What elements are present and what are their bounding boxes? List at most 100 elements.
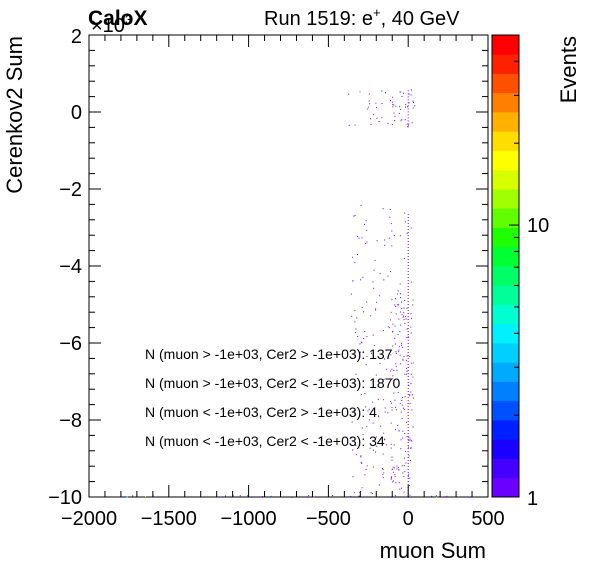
heat-cell (390, 370, 392, 372)
heat-cell (408, 496, 410, 498)
heat-cell (410, 362, 412, 364)
y-tick-label: −2 (59, 179, 82, 201)
heat-cell (397, 425, 399, 426)
heat-cell (381, 467, 383, 469)
heat-cell (391, 476, 392, 478)
heat-cell (308, 495, 310, 497)
color-scale-bar: 1 10 (491, 34, 549, 510)
heat-cell (409, 438, 411, 440)
heat-cell (360, 351, 361, 353)
heat-cell (351, 437, 353, 439)
heat-cell (409, 394, 411, 396)
heat-cell (401, 418, 403, 419)
heat-cell (369, 103, 371, 105)
heat-cell (378, 121, 380, 122)
heat-cell (391, 299, 393, 301)
heat-cell (391, 409, 393, 411)
heat-cell (390, 402, 392, 404)
heat-cell (392, 468, 394, 470)
heat-cell (382, 208, 384, 210)
heat-cell (391, 481, 393, 483)
heat-cell (352, 476, 354, 478)
heat-cell (412, 304, 414, 306)
x-tick-label: 0 (403, 508, 414, 530)
heat-cell (409, 356, 411, 358)
heat-cell (401, 119, 403, 121)
heat-cell (406, 421, 408, 423)
heat-cell (353, 215, 355, 217)
y-tick-label: −8 (59, 410, 82, 432)
heat-cell (357, 336, 359, 337)
heat-cell (394, 337, 396, 339)
heat-cell (401, 307, 403, 309)
heat-cell (371, 352, 372, 354)
heat-cell (398, 304, 400, 306)
color-band (492, 131, 519, 151)
heat-cell (390, 223, 392, 225)
color-band (492, 112, 519, 132)
heat-cell (403, 258, 405, 259)
heat-cell (395, 305, 397, 307)
heat-cell (396, 369, 398, 371)
heat-cell (390, 478, 392, 480)
heat-cell (366, 241, 368, 243)
heat-cell (352, 256, 354, 258)
heat-cell (126, 496, 128, 498)
heat-cell (404, 471, 406, 473)
heat-cell (377, 415, 379, 417)
heat-cell (379, 295, 381, 297)
heat-cell (387, 326, 389, 328)
heat-cell (381, 117, 383, 119)
heat-cell (350, 293, 352, 295)
heat-cell (406, 436, 408, 438)
heat-cell (406, 232, 408, 234)
color-band (492, 381, 519, 402)
heat-cell (368, 408, 370, 410)
heat-cell (361, 307, 363, 308)
heat-cell (401, 314, 403, 315)
heat-cell (395, 428, 396, 430)
heat-cell (368, 100, 370, 102)
heat-cell (370, 124, 372, 125)
x-tick-label: −1500 (141, 508, 197, 530)
heat-cell (397, 467, 399, 468)
heat-cell (400, 448, 402, 450)
heat-cell (367, 106, 369, 108)
x-tick-label: −500 (306, 508, 351, 530)
heat-cell (391, 378, 393, 380)
count-annotations: N (muon > -1e+03, Cer2 > -1e+03): 137 N (… (145, 346, 400, 449)
heat-cell (394, 325, 396, 327)
color-band (492, 323, 519, 344)
heat-cell (409, 477, 411, 479)
heat-cell (395, 105, 397, 107)
heat-cell (379, 273, 381, 275)
heat-cell (411, 317, 412, 319)
heat-cell (375, 102, 377, 104)
heat-cell (362, 352, 364, 353)
heat-cell (399, 235, 401, 237)
run-title: Run 1519: e+, 40 GeV (264, 5, 460, 30)
heat-cell (398, 351, 400, 353)
heat-cell (395, 406, 397, 408)
heat-cell (375, 309, 376, 311)
heat-cell (391, 407, 393, 409)
heat-cell (404, 119, 406, 121)
heat-cell (395, 353, 397, 354)
heat-cell (395, 409, 397, 411)
heat-cell (441, 496, 443, 498)
heat-cell (403, 312, 405, 314)
heat-cell (393, 104, 395, 106)
heat-cell (384, 407, 386, 409)
heat-cell (391, 101, 393, 103)
heat-cell (392, 323, 394, 325)
heat-cell (391, 245, 393, 247)
heat-cell (407, 336, 409, 338)
heat-cell (403, 457, 405, 459)
color-band (492, 304, 519, 325)
x-axis: −2000 −1500 −1000 −500 0 500 (61, 35, 505, 530)
heat-cell (376, 436, 378, 438)
color-band (492, 458, 519, 479)
heat-cell (359, 492, 361, 494)
heat-cell (375, 308, 377, 310)
heat-cell (360, 205, 362, 206)
